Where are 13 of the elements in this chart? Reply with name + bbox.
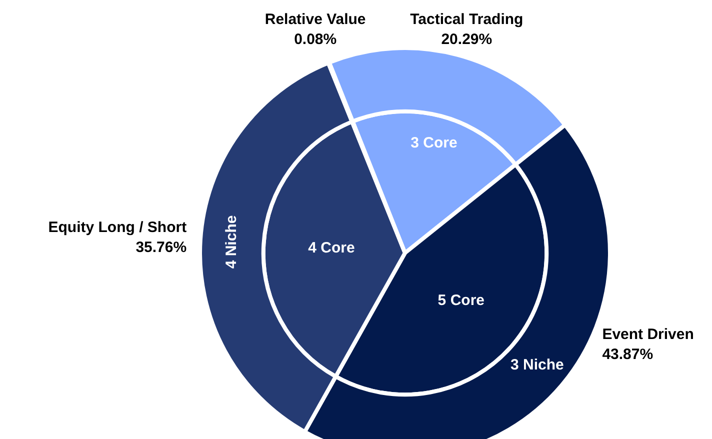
text: 4 Core (308, 239, 355, 256)
text: 35.76% (136, 238, 187, 256)
slice-label: Event Driven (602, 326, 694, 344)
text: 5 Core (438, 292, 484, 309)
text: 3 Niche (510, 356, 564, 374)
slice-label: Tactical Trading (410, 11, 524, 28)
slice-label: Equity Long / Short (48, 218, 187, 236)
slice-label: Relative Value (264, 11, 366, 28)
text: 43.87% (602, 346, 654, 364)
text: 4 Niche (223, 215, 240, 269)
text: 3 Core (410, 134, 458, 152)
text: 20.29% (441, 31, 492, 48)
text: 0.08% (294, 31, 337, 48)
